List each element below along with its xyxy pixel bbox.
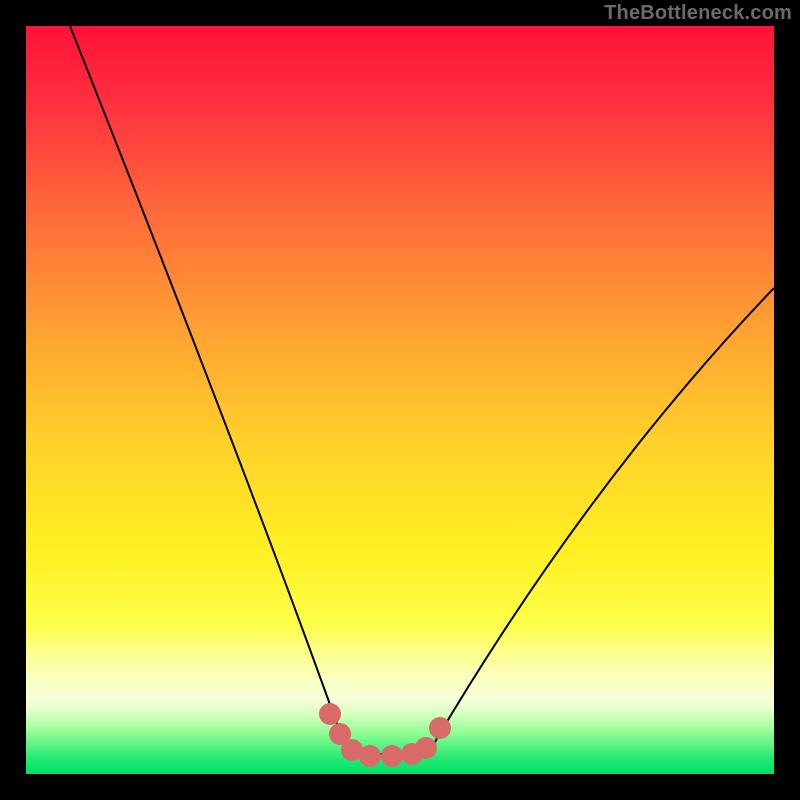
- data-marker: [359, 745, 381, 767]
- gradient-background: [26, 26, 774, 774]
- bottleneck-chart-svg: [0, 0, 800, 800]
- data-marker: [415, 737, 437, 759]
- data-marker: [429, 717, 451, 739]
- data-marker: [381, 745, 403, 767]
- data-marker: [319, 703, 341, 725]
- chart-stage: TheBottleneck.com: [0, 0, 800, 800]
